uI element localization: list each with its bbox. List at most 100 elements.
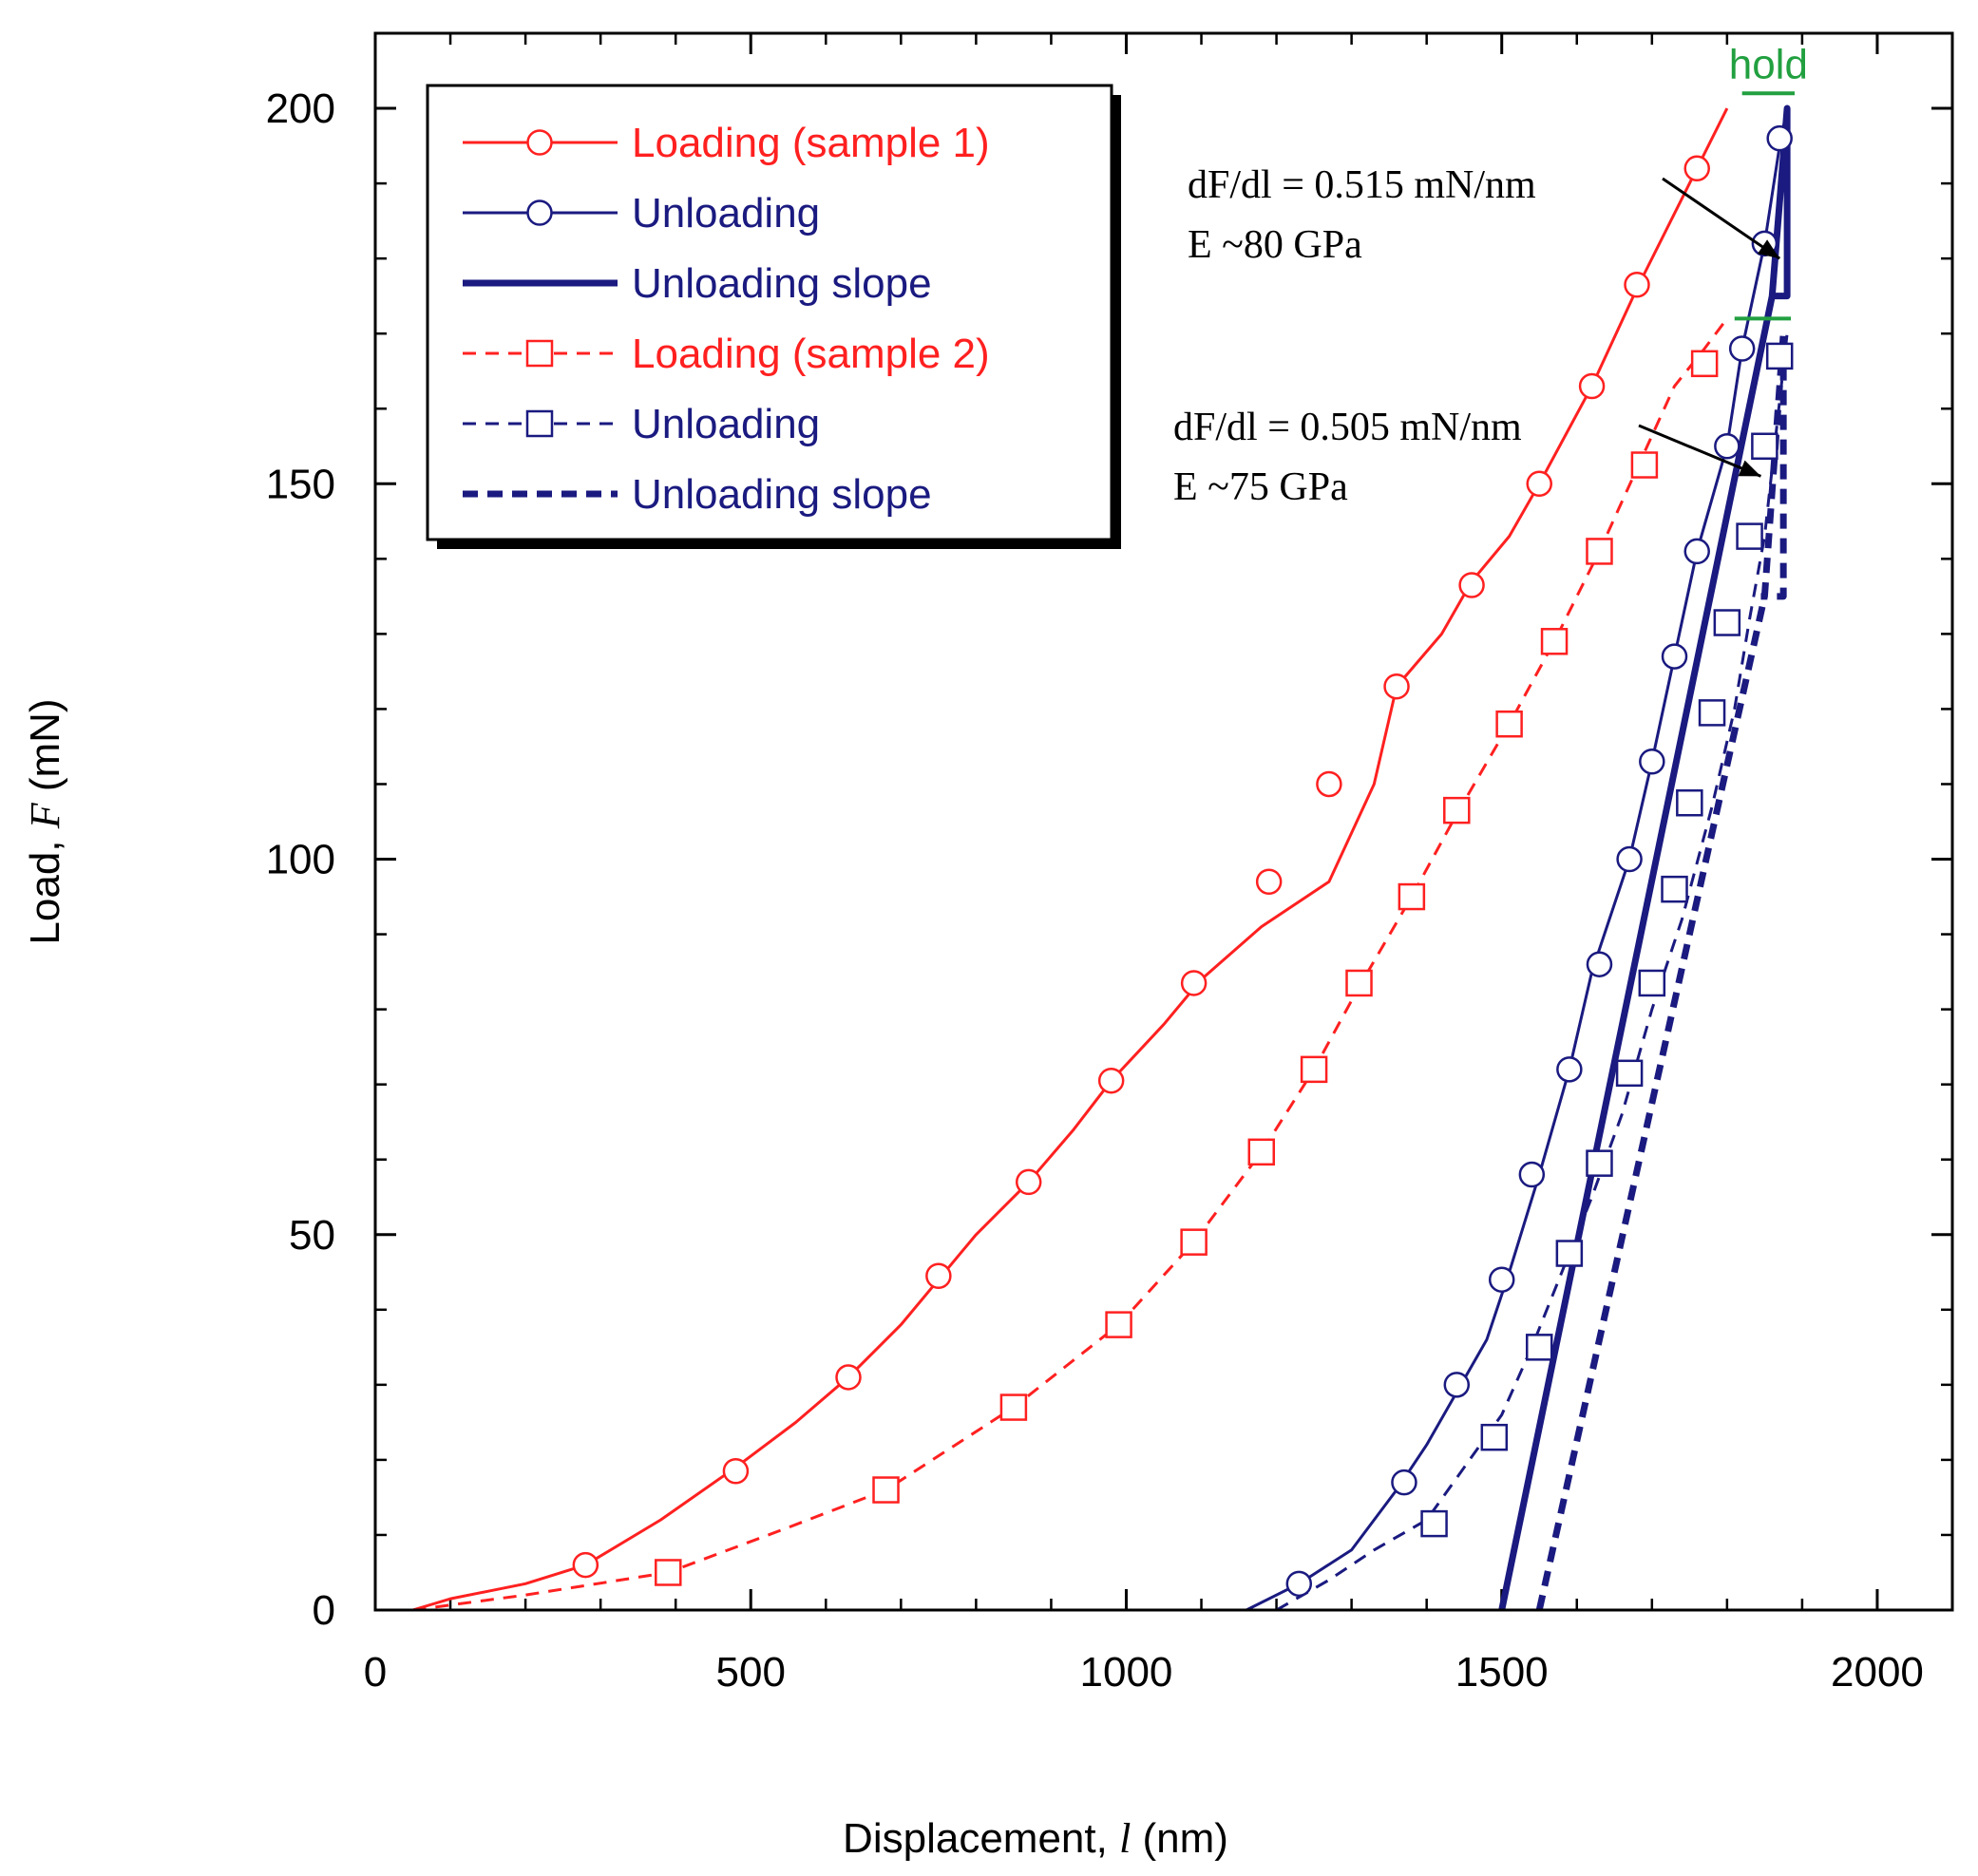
annotation-arrow-line	[1638, 424, 1762, 478]
x-tick-label: 1000	[1080, 1649, 1173, 1696]
plot-frame	[373, 31, 1954, 1612]
y-tick-label: 0	[313, 1587, 335, 1634]
series-3-marker	[1540, 628, 1569, 655]
series-0-marker	[1683, 155, 1710, 182]
annotation-arrow-head	[1757, 239, 1780, 259]
series-3-marker	[1105, 1311, 1132, 1338]
annotation-arrow-line	[1662, 177, 1781, 260]
series-4-marker	[1751, 432, 1778, 461]
series-0-marker	[1383, 673, 1410, 700]
series-1-marker	[1616, 845, 1643, 873]
series-4-marker	[1698, 699, 1726, 727]
x-tick-label: 0	[364, 1649, 387, 1696]
series-4-marker	[1586, 1149, 1613, 1177]
series-0-marker	[1526, 470, 1552, 498]
series-3-marker	[1300, 1055, 1328, 1084]
legend-label-1: Unloading	[632, 190, 820, 237]
series-1-marker	[1518, 1161, 1546, 1188]
legend-items: Loading (sample 1) Unloading Unloading slo…	[463, 120, 990, 518]
legend-label-0: Loading (sample 1)	[632, 120, 990, 166]
series-3-marker	[999, 1393, 1028, 1421]
series-3-marker	[1345, 969, 1373, 997]
series-4-marker	[1676, 788, 1703, 817]
series-0-marker	[835, 1364, 862, 1391]
annotation-arrow-head	[1738, 460, 1761, 477]
series-1-marker	[1766, 124, 1793, 152]
series-line-4	[1275, 333, 1789, 1612]
series-0-marker	[1015, 1168, 1042, 1196]
series-3-marker	[1690, 350, 1719, 378]
series-4-marker	[1713, 609, 1741, 636]
x-axis-label-b: (nm)	[1131, 1815, 1228, 1862]
series-4-marker	[1615, 1059, 1644, 1088]
series-line-2	[1498, 104, 1791, 1611]
legend: Loading (sample 1) Unloading Unloading slo…	[426, 84, 1121, 549]
series-0-marker	[1255, 868, 1283, 895]
legend-marker-3	[525, 339, 554, 368]
series-4-marker	[1736, 522, 1763, 550]
series-3-marker	[1630, 451, 1659, 479]
series-1-marker	[1639, 749, 1665, 775]
series-1-marker	[1443, 1372, 1471, 1398]
series-0-marker	[1316, 770, 1342, 798]
series-1-marker	[1714, 433, 1740, 460]
hold-label: hold	[1729, 41, 1808, 87]
slope-annotation-2-line1: dF/dl = 0.505 mN/nm	[1173, 406, 1522, 449]
legend-label-3: Loading (sample 2)	[632, 331, 990, 377]
x-axis-label-var: l	[1119, 1815, 1131, 1862]
series-4-marker	[1525, 1334, 1553, 1361]
series-3-marker	[655, 1559, 682, 1586]
series-1-marker	[1586, 951, 1613, 977]
y-tick-label: 200	[266, 85, 335, 132]
annotation-layer: hold dF/dl = 0.515 mN/nm E ~80 GPa dF/dl = …	[1173, 41, 1808, 509]
series-1-marker	[1285, 1570, 1313, 1598]
y-tick-label: 100	[266, 837, 335, 883]
series-1-marker	[1728, 335, 1756, 362]
y-axis-label-b: (mN)	[22, 698, 68, 803]
y-tick-label: 150	[266, 461, 335, 507]
series-3-marker	[1180, 1228, 1208, 1256]
legend-label-2: Unloading slope	[632, 260, 932, 307]
series-0-marker	[1458, 572, 1485, 598]
slope-annotation-2-line2: E ~75 GPa	[1173, 465, 1348, 509]
legend-marker-4	[525, 409, 554, 438]
series-4-marker	[1661, 875, 1688, 903]
ticks-layer: 0 500 1000 1500 2000 0 50 100 150 200	[266, 33, 1954, 1696]
series-0-marker	[925, 1262, 952, 1289]
legend-label-5: Unloading slope	[632, 471, 932, 518]
series-1-marker	[1488, 1266, 1515, 1293]
series-line-5	[1535, 330, 1787, 1611]
x-tick-label: 1500	[1455, 1649, 1549, 1696]
legend-box	[426, 84, 1113, 541]
series-4-marker	[1638, 969, 1666, 997]
x-axis-label-a: Displacement,	[843, 1815, 1119, 1862]
y-tick-label: 50	[289, 1212, 335, 1259]
series-0-marker	[1097, 1067, 1125, 1094]
series-1-marker	[1661, 643, 1688, 670]
series-3-marker	[1398, 882, 1426, 911]
series-0-marker	[722, 1458, 750, 1485]
slope-annotation-1-line2: E ~80 GPa	[1188, 223, 1362, 267]
series-4-marker	[1420, 1509, 1448, 1538]
series-0-marker	[572, 1551, 599, 1579]
series-4-marker	[1765, 342, 1794, 370]
series-1-marker	[1683, 538, 1710, 565]
series-3-marker	[1443, 796, 1471, 824]
series-line-3	[412, 317, 1729, 1612]
series-3-marker	[1247, 1138, 1276, 1166]
legend-label-4: Unloading	[632, 401, 820, 447]
legend-marker-1	[526, 199, 553, 226]
series-0-marker	[1180, 970, 1208, 996]
slope-annotation-1-line1: dF/dl = 0.515 mN/nm	[1188, 163, 1536, 207]
series-3-marker	[1586, 538, 1613, 565]
series-4-marker	[1480, 1423, 1509, 1451]
y-axis-label: Load, F (mN)	[22, 698, 68, 944]
x-tick-label: 2000	[1831, 1649, 1924, 1696]
marker-layer	[572, 124, 1794, 1598]
x-axis-label: Displacement, l (nm)	[843, 1815, 1228, 1862]
series-1-marker	[1391, 1469, 1417, 1496]
series-3-marker	[1495, 710, 1523, 738]
series-4-marker	[1555, 1240, 1584, 1267]
y-axis-label-a: Load,	[22, 828, 68, 944]
